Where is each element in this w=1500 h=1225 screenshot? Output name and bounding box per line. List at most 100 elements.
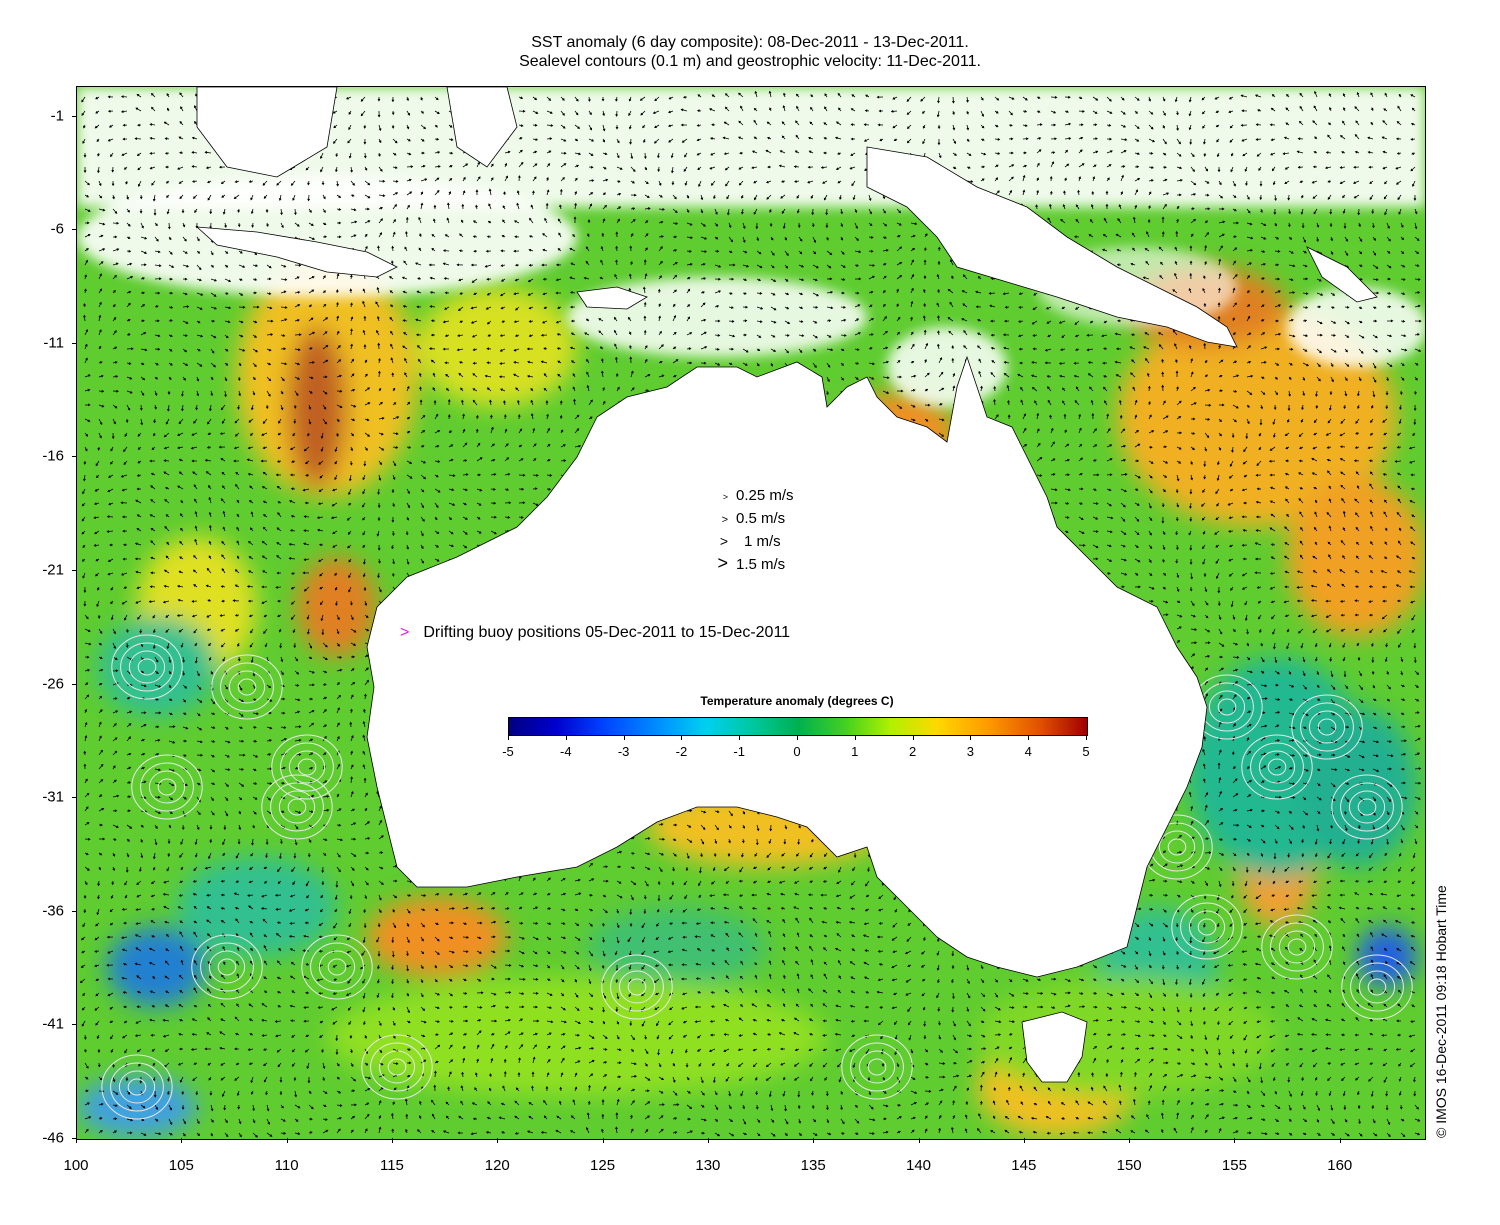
velocity-arrow (181, 208, 185, 214)
velocity-arrow (350, 234, 357, 238)
velocity-arrow (644, 152, 647, 160)
velocity-arrow (252, 278, 258, 281)
velocity-arrow (448, 178, 453, 182)
velocity-arrow (683, 95, 688, 99)
velocity-arrow (680, 108, 688, 112)
velocity-arrow (1218, 258, 1222, 266)
velocity-arrow (120, 110, 128, 113)
velocity-arrow (966, 152, 972, 156)
velocity-arrow (84, 180, 90, 186)
velocity-arrow (686, 208, 690, 213)
velocity-arrow (658, 208, 665, 211)
velocity-arrow (290, 180, 296, 186)
velocity-arrow (781, 121, 786, 126)
velocity-arrow (154, 277, 162, 281)
velocity-arrow (1327, 180, 1332, 183)
velocity-arrow (220, 180, 226, 185)
velocity-arrow (615, 110, 619, 117)
velocity-arrow (1232, 180, 1236, 187)
velocity-arrow (471, 278, 478, 283)
velocity-arrow (882, 222, 888, 227)
velocity-arrow (812, 236, 817, 243)
velocity-arrow (686, 250, 692, 253)
velocity-arrow (742, 264, 750, 268)
velocity-arrow (1312, 194, 1318, 199)
velocity-arrow (500, 264, 506, 267)
velocity-arrow (601, 232, 605, 238)
velocity-arrow (1328, 122, 1332, 126)
sst-anomaly-field (77, 257, 1425, 1137)
velocity-arrow (658, 260, 663, 266)
velocity-arrow (1204, 244, 1207, 252)
velocity-arrow (837, 152, 842, 155)
velocity-arrow (710, 152, 716, 156)
velocity-arrow (96, 138, 100, 143)
velocity-arrow (784, 264, 789, 269)
velocity-arrow (278, 194, 282, 201)
velocity-arrow (1256, 152, 1262, 157)
velocity-arrow (700, 194, 704, 201)
velocity-arrow (1008, 164, 1015, 168)
velocity-arrow (910, 234, 916, 238)
velocity-arrow (1296, 150, 1304, 154)
velocity-arrow (644, 273, 648, 280)
velocity-arrow (1386, 250, 1391, 254)
velocity-arrow (1134, 152, 1140, 156)
velocity-arrow (1355, 120, 1360, 126)
velocity-arrow (1217, 166, 1221, 173)
velocity-arrow (1342, 194, 1346, 199)
velocity-arrow (557, 248, 562, 252)
velocity-arrow (1232, 194, 1237, 199)
velocity-arrow (754, 90, 758, 98)
velocity-arrow (1353, 194, 1360, 199)
velocity-arrow (672, 235, 678, 239)
velocity-arrow (135, 107, 142, 112)
velocity-arrow (1116, 263, 1122, 267)
velocity-arrow (406, 165, 414, 169)
velocity-arrow (753, 136, 758, 140)
velocity-arrow (1314, 136, 1318, 140)
velocity-arrow (742, 236, 746, 243)
velocity-arrow (168, 277, 173, 281)
velocity-arrow (1254, 94, 1262, 98)
velocity-arrow (248, 180, 254, 183)
velocity-arrow (560, 177, 565, 182)
velocity-arrow (1339, 135, 1346, 140)
velocity-arrow (404, 246, 408, 252)
velocity-arrow (1301, 222, 1305, 229)
velocity-arrow (1358, 264, 1363, 267)
velocity-arrow (742, 222, 746, 229)
velocity-arrow (588, 165, 594, 169)
velocity-arrow (1132, 247, 1136, 252)
velocity-arrow (1008, 96, 1015, 100)
velocity-arrow (879, 138, 884, 142)
velocity-arrow (807, 180, 814, 184)
velocity-arrow (224, 222, 227, 228)
velocity-arrow (532, 123, 538, 127)
velocity-arrow (709, 166, 716, 170)
velocity-arrow (630, 152, 634, 160)
velocity-arrow (980, 152, 987, 156)
velocity-arrow (1246, 222, 1253, 226)
velocity-arrow (725, 180, 730, 187)
velocity-arrow (1384, 180, 1388, 185)
velocity-arrow (766, 121, 772, 126)
velocity-arrow (1369, 180, 1374, 184)
velocity-arrow (770, 264, 775, 269)
velocity-arrow (1120, 138, 1128, 142)
velocity-arrow (835, 166, 842, 170)
velocity-arrow (1354, 150, 1360, 154)
velocity-arrow (1302, 264, 1308, 268)
velocity-arrow (1064, 177, 1067, 182)
velocity-arrow (405, 216, 409, 224)
velocity-arrow (640, 110, 646, 116)
velocity-arrow (207, 194, 212, 201)
velocity-arrow (798, 250, 803, 255)
velocity-arrow (513, 249, 520, 253)
velocity-arrow (569, 247, 576, 252)
velocity-arrow (194, 208, 198, 214)
velocity-arrow (276, 180, 282, 186)
velocity-arrow (168, 236, 172, 241)
velocity-arrow (149, 151, 156, 155)
velocity-arrow (1190, 218, 1196, 224)
